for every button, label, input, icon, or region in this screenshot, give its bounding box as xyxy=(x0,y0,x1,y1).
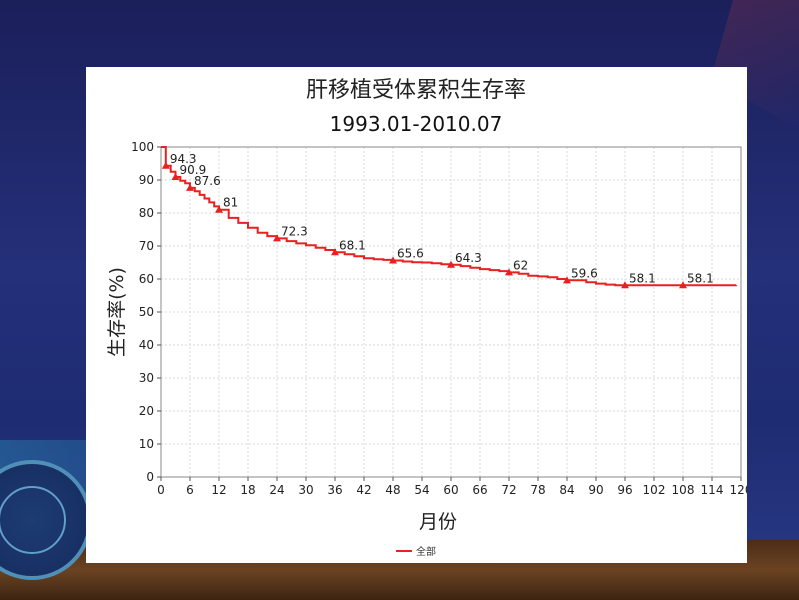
data-point-label: 81 xyxy=(223,196,238,210)
x-tick-label: 30 xyxy=(298,483,313,497)
x-tick-label: 72 xyxy=(501,483,516,497)
x-axis-title: 月份 xyxy=(419,511,457,533)
x-tick-label: 48 xyxy=(385,483,400,497)
x-tick-label: 114 xyxy=(701,483,724,497)
data-point-label: 62 xyxy=(513,258,528,272)
data-point-label: 64.3 xyxy=(455,251,482,265)
data-point-marker xyxy=(679,281,687,289)
y-tick-label: 20 xyxy=(139,404,154,418)
x-tick-label: 6 xyxy=(186,483,194,497)
data-point-label: 72.3 xyxy=(281,224,308,238)
y-tick-label: 40 xyxy=(139,338,154,352)
data-point-label: 59.6 xyxy=(571,266,598,280)
x-tick-label: 96 xyxy=(617,483,632,497)
y-tick-label: 70 xyxy=(139,239,154,253)
x-tick-label: 60 xyxy=(443,483,458,497)
axis-ticks: 0 6 12 18 24 30 36 42 48 54 60 66 72 78 84 90 96 102 108 11… xyxy=(131,140,752,497)
x-tick-label: 78 xyxy=(530,483,545,497)
data-point-label: 65.6 xyxy=(397,247,424,261)
data-point-marker xyxy=(505,268,513,276)
chart-panel: 肝移植受体累积生存率 1993.01-2010.07 0 6 12 18 24 30 36 4… xyxy=(86,67,752,563)
x-tick-label: 66 xyxy=(472,483,487,497)
x-tick-label: 108 xyxy=(672,483,695,497)
x-tick-label: 0 xyxy=(157,483,165,497)
x-tick-label: 84 xyxy=(559,483,574,497)
series-line-all xyxy=(161,146,738,287)
x-tick-label: 54 xyxy=(414,483,429,497)
y-tick-label: 30 xyxy=(139,371,154,385)
data-point-marker xyxy=(331,248,339,256)
data-point-marker xyxy=(161,161,170,169)
y-tick-label: 60 xyxy=(139,272,154,286)
logo-emblem-icon xyxy=(0,486,66,554)
data-point-label: 94.3 xyxy=(170,152,197,166)
legend: 全部 xyxy=(396,545,436,558)
survival-chart: 肝移植受体累积生存率 1993.01-2010.07 0 6 12 18 24 30 36 4… xyxy=(106,78,752,558)
x-tick-label: 90 xyxy=(588,483,603,497)
x-tick-label: 24 xyxy=(269,483,284,497)
data-point-marker xyxy=(389,256,397,264)
data-point-label: 58.1 xyxy=(629,271,656,285)
data-point-marker xyxy=(186,183,194,191)
data-point-label: 68.1 xyxy=(339,238,366,252)
chart-title: 肝移植受体累积生存率 xyxy=(306,78,526,103)
y-tick-label: 10 xyxy=(139,437,154,451)
data-point-marker xyxy=(215,205,223,213)
x-tick-label: 42 xyxy=(356,483,371,497)
data-point-marker xyxy=(621,281,629,289)
x-tick-label: 12 xyxy=(211,483,226,497)
data-point-label: 90.9 xyxy=(180,163,207,177)
chart-subtitle: 1993.01-2010.07 xyxy=(330,112,503,136)
data-point-marker xyxy=(171,173,180,181)
data-point-label: 87.6 xyxy=(194,174,221,188)
y-tick-label: 0 xyxy=(146,470,154,484)
y-tick-label: 90 xyxy=(139,173,154,187)
data-point-marker xyxy=(563,276,571,284)
legend-label: 全部 xyxy=(416,545,436,558)
x-tick-label: 120 xyxy=(730,483,747,497)
x-tick-label: 36 xyxy=(327,483,342,497)
series-markers: 94.390.987.681 72.3 68.1 65.6 64.3 62 59.6 58.1… xyxy=(161,152,714,289)
x-tick-label: 18 xyxy=(240,483,255,497)
y-tick-label: 50 xyxy=(139,305,154,319)
y-axis-title: 生存率(%) xyxy=(106,267,128,357)
y-tick-label: 80 xyxy=(139,206,154,220)
data-point-marker xyxy=(273,234,281,242)
data-point-label: 58.1 xyxy=(687,271,714,285)
y-tick-label: 100 xyxy=(131,140,154,154)
data-point-marker xyxy=(447,260,455,268)
grid-lines xyxy=(160,146,742,478)
x-tick-label: 102 xyxy=(643,483,666,497)
